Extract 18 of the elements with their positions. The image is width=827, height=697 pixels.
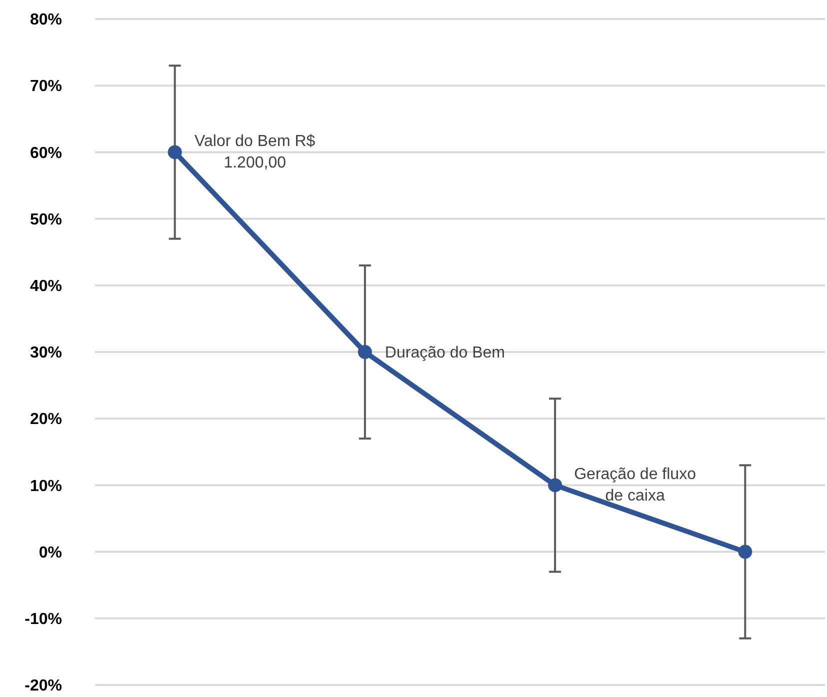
point [548,478,562,492]
y-tick-label: 70% [30,78,62,96]
point [168,145,182,160]
y-tick-label: 0% [38,544,62,562]
point [358,345,372,359]
y-tick-label: 40% [30,278,62,295]
y-tick-label: -10% [24,611,62,628]
annotation: Duração do Bem [384,344,505,362]
y-tick-label: -20% [24,678,62,695]
y-tick-label: 60% [30,144,62,162]
y-tick-label: 30% [30,344,62,362]
y-tick-label: 10% [30,478,62,495]
y-tick-label: 80% [30,12,62,29]
y-tick-label: 20% [30,411,62,428]
y-tick-label: 50% [30,211,62,228]
annotation: Valor do Bem R$ 1.200,00 [194,132,316,172]
point [738,544,752,559]
annotation: Geração de fluxo de caixa [574,466,696,504]
